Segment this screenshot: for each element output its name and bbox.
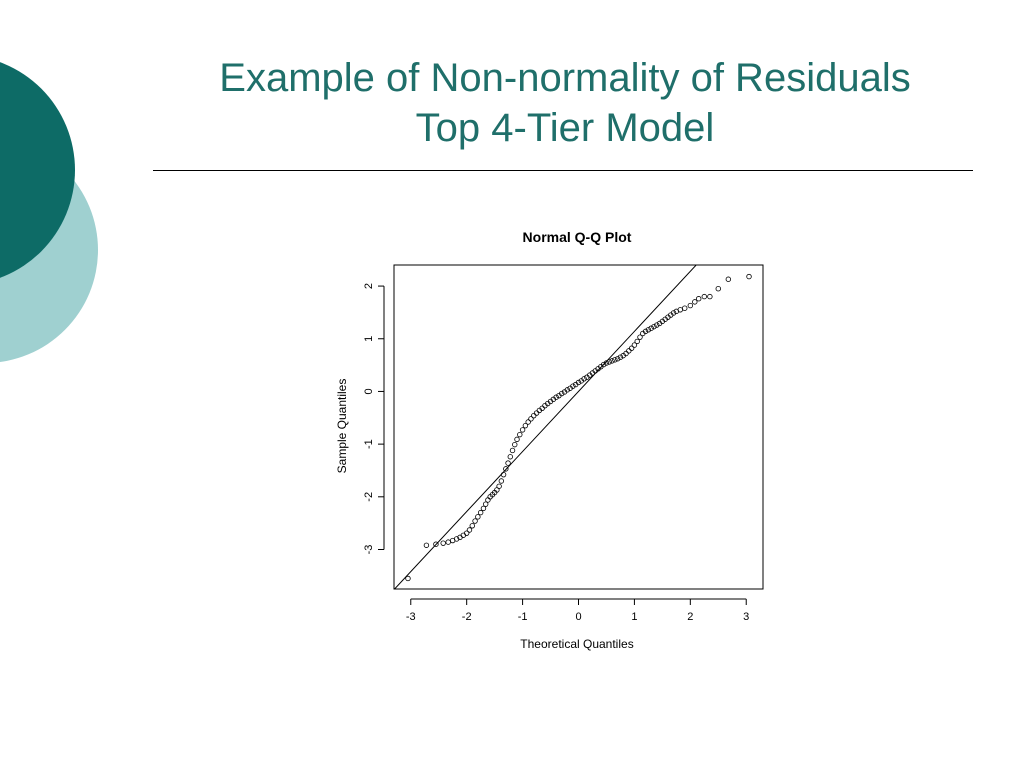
data-point xyxy=(460,532,467,538)
data-point xyxy=(707,293,713,300)
data-point xyxy=(692,299,698,305)
data-point xyxy=(617,354,624,360)
data-point xyxy=(528,416,534,422)
data-point xyxy=(746,273,752,280)
data-point xyxy=(505,460,511,466)
data-point xyxy=(682,305,688,311)
data-point xyxy=(466,527,473,533)
slide-title-line-2: Top 4-Tier Model xyxy=(415,106,715,150)
y-tick-label: 1 xyxy=(363,336,375,342)
data-point xyxy=(500,471,507,478)
data-point xyxy=(507,454,513,460)
data-point xyxy=(423,542,430,548)
y-tick-label: 0 xyxy=(363,388,375,394)
y-tick-label: -1 xyxy=(363,439,375,449)
data-point xyxy=(531,412,537,419)
data-point xyxy=(496,483,502,489)
data-point xyxy=(453,536,460,542)
data-point xyxy=(701,293,707,300)
x-axis-label: Theoretical Quantiles xyxy=(520,637,633,651)
data-point xyxy=(626,348,632,354)
data-point xyxy=(603,360,610,366)
data-point xyxy=(609,358,615,364)
data-point xyxy=(485,497,491,503)
title-divider xyxy=(153,170,973,171)
x-tick-label: 1 xyxy=(631,611,637,623)
data-point xyxy=(628,345,635,351)
y-tick-label: 2 xyxy=(363,283,375,289)
data-point xyxy=(514,436,520,443)
data-point xyxy=(445,539,451,545)
y-tick-label: -3 xyxy=(363,545,375,555)
data-point xyxy=(642,328,649,335)
data-point xyxy=(533,410,540,416)
data-point xyxy=(614,356,621,362)
y-axis-label: Sample Quantiles xyxy=(335,379,349,474)
plot-frame xyxy=(393,264,764,590)
slide-title-line-1: Example of Non-normality of Residuals xyxy=(219,56,911,100)
data-point xyxy=(651,323,657,330)
data-point xyxy=(670,310,677,316)
data-point xyxy=(553,394,559,400)
data-point xyxy=(687,302,694,309)
y-tick-label: -2 xyxy=(363,492,375,502)
data-point xyxy=(463,530,470,536)
data-point xyxy=(677,307,683,313)
data-point xyxy=(564,387,571,393)
data-point xyxy=(525,419,531,425)
data-point xyxy=(612,357,618,363)
qq-plot: Normal Q-Q Plot -3 -2 -1 0 1 2 3 -3 -2 -1 0 1 2 The… xyxy=(335,229,764,651)
data-point xyxy=(482,501,489,507)
data-point xyxy=(715,286,721,292)
data-point xyxy=(559,390,565,397)
data-point xyxy=(433,541,439,547)
data-point xyxy=(405,575,411,582)
data-point xyxy=(469,523,475,529)
data-point xyxy=(477,509,484,516)
dark-teal-circle xyxy=(0,62,75,278)
data-point xyxy=(519,427,526,433)
qq-reference-line xyxy=(394,265,697,589)
data-point xyxy=(631,342,638,348)
x-tick-label: 3 xyxy=(743,611,749,623)
data-point xyxy=(654,322,660,328)
decorative-circles xyxy=(0,62,98,362)
data-point xyxy=(480,505,487,512)
data-point xyxy=(512,441,518,448)
data-point xyxy=(725,276,732,282)
x-tick-label: -1 xyxy=(518,611,528,623)
data-point xyxy=(498,478,505,484)
data-point xyxy=(648,325,654,331)
data-point xyxy=(509,447,516,454)
data-point xyxy=(575,379,582,386)
x-tick-label: -2 xyxy=(462,611,472,623)
data-point xyxy=(570,383,576,389)
data-point xyxy=(600,361,607,368)
data-point xyxy=(472,518,478,524)
x-tick-label: -3 xyxy=(406,611,416,623)
data-point xyxy=(581,376,587,382)
data-point xyxy=(645,327,652,333)
x-tick-label: 0 xyxy=(575,611,581,623)
data-point xyxy=(475,514,481,520)
data-point xyxy=(606,359,612,365)
x-tick-label: 2 xyxy=(687,611,693,623)
chart-title: Normal Q-Q Plot xyxy=(523,229,632,245)
data-point xyxy=(696,296,702,302)
data-point xyxy=(440,540,446,546)
data-point xyxy=(634,338,640,345)
data-point xyxy=(522,422,529,429)
data-point xyxy=(517,431,523,438)
data-point xyxy=(503,466,509,472)
data-point xyxy=(637,334,643,340)
